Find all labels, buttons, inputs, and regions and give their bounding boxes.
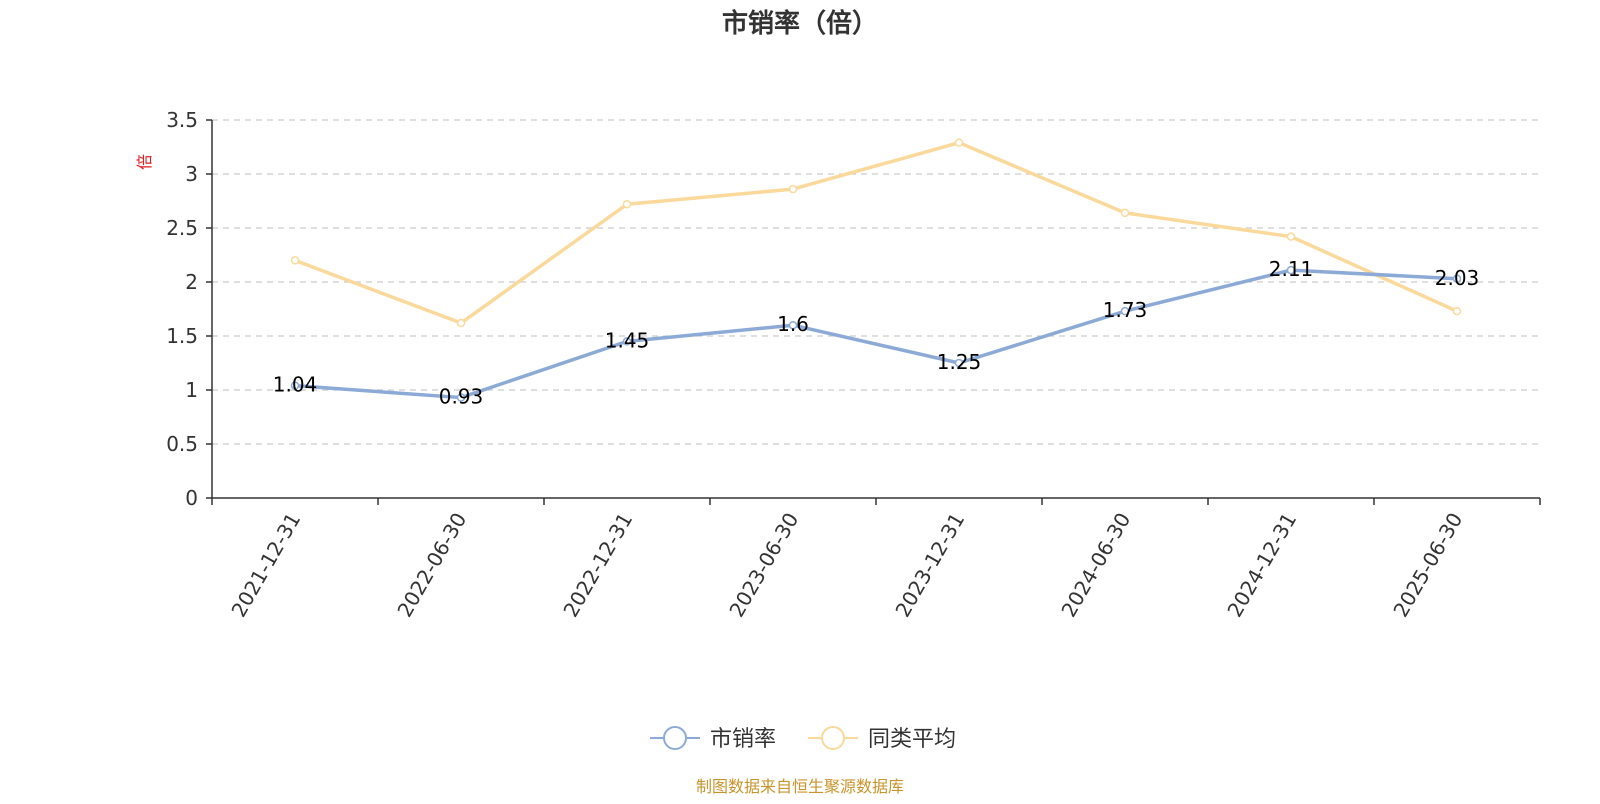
series-1-point — [788, 320, 798, 330]
source-note: 制图数据来自恒生聚源数据库 — [696, 777, 904, 796]
chart-title: 市销率（倍） — [722, 8, 878, 39]
y-axis-unit-label: 倍 — [135, 154, 154, 170]
series-1-point — [1286, 265, 1296, 275]
x-tick-label: 2023-12-31 — [890, 509, 969, 622]
data-labels: 1.04 0.93 1.45 1.6 1.25 1.73 2.11 2.03 — [273, 257, 1480, 408]
data-label: 1.25 — [937, 350, 982, 374]
series-2-point — [1120, 208, 1130, 218]
y-tick-label: 2.5 — [166, 216, 198, 240]
data-label: 2.11 — [1269, 257, 1314, 281]
legend-label: 同类平均 — [868, 727, 956, 752]
x-tick-label: 2023-06-30 — [724, 509, 803, 622]
y-tick-label: 1.5 — [166, 324, 198, 348]
x-tick-label: 2024-06-30 — [1056, 509, 1135, 622]
x-tick-label: 2022-12-31 — [558, 509, 637, 622]
y-tick-label: 0.5 — [166, 432, 198, 456]
series-line-1 — [293, 268, 1459, 400]
legend[interactable]: 市销率 同类平均 — [650, 726, 956, 752]
series-1-point — [1120, 306, 1130, 316]
series-2-point — [1452, 306, 1462, 316]
series-2-point — [788, 184, 798, 194]
series-line-2 — [293, 140, 1459, 325]
y-tick-label: 3 — [185, 162, 198, 186]
series-2-point — [456, 318, 466, 328]
y-tick-label: 0 — [185, 486, 198, 510]
y-tick-label: 1 — [185, 378, 198, 402]
data-label: 1.04 — [273, 373, 318, 397]
series-2-point — [622, 199, 632, 209]
legend-marker-icon — [663, 726, 687, 750]
y-tick-label: 3.5 — [166, 108, 198, 132]
data-label: 0.93 — [439, 385, 484, 409]
series-2-point — [954, 138, 964, 147]
data-label: 2.03 — [1435, 266, 1480, 290]
legend-item-2[interactable]: 同类平均 — [808, 726, 956, 752]
legend-label: 市销率 — [710, 727, 776, 752]
y-tick-label: 2 — [185, 270, 198, 294]
data-label: 1.73 — [1103, 298, 1148, 322]
series-1-point — [622, 337, 632, 346]
x-tick-label: 2021-12-31 — [226, 509, 305, 622]
grid-lines — [212, 119, 1540, 445]
x-tick-label: 2025-06-30 — [1388, 509, 1467, 622]
series-1-point — [456, 393, 466, 402]
series-2-point — [290, 256, 300, 265]
data-label: 1.45 — [605, 328, 650, 352]
legend-item-1[interactable]: 市销率 — [650, 726, 776, 752]
x-tick-label: 2024-12-31 — [1222, 509, 1301, 622]
series-1-point — [290, 381, 300, 390]
data-label: 1.6 — [777, 312, 809, 336]
series-1-point — [954, 358, 964, 368]
legend-marker-icon — [821, 726, 845, 750]
axes: 0 0.5 1 1.5 2 2.5 3 3.5 2021-12-31 2022-06-30 2022… — [166, 108, 1541, 622]
series-2-point — [1286, 232, 1296, 241]
series-1-point — [1452, 274, 1462, 284]
series-layer — [290, 138, 1462, 402]
x-tick-label: 2022-06-30 — [392, 509, 471, 622]
